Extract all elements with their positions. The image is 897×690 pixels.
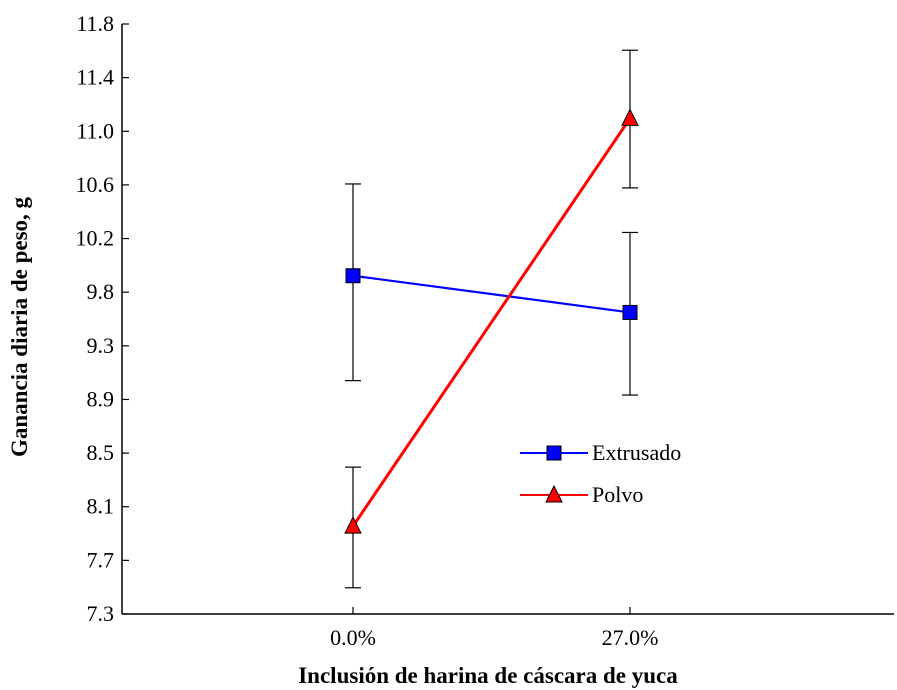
y-tick-label: 8.5 [87,440,115,465]
legend-marker [545,484,563,503]
y-tick-label: 9.3 [87,333,115,358]
y-tick-label: 8.1 [87,494,115,519]
series-extrusado [345,183,638,396]
series-line [351,117,632,527]
y-axis-ticks: 7.3 7.7 8.1 8.5 8.9 9.3 9.8 10.2 10.6 11.0 11.4 11.… [76,11,129,626]
series-line [352,274,631,314]
legend-item: Extrusado [520,440,681,465]
data-point [344,516,362,534]
y-tick-label: 10.6 [76,172,115,197]
legend: Extrusado Polvo [520,440,681,507]
data-point [621,108,639,126]
legend-label: Polvo [592,482,643,507]
x-axis-title: Inclusión de harina de cáscara de yuca [298,663,678,688]
x-axis-ticks: 0.0% 27.0% [330,607,658,650]
legend-label: Extrusado [592,440,681,465]
plot-area [344,49,639,589]
data-point [622,304,638,320]
axes [121,24,894,615]
legend-item: Polvo [520,482,643,507]
y-tick-label: 9.8 [87,279,115,304]
y-tick-label: 8.9 [87,386,115,411]
y-tick-label: 11.0 [76,118,114,143]
y-axis-title: Ganancia diaria de peso, g [7,196,32,457]
series-polvo [344,49,639,589]
y-tick-label: 10.2 [76,226,115,251]
y-tick-label: 7.7 [87,547,115,572]
y-tick-label: 11.4 [76,65,114,90]
x-tick-label: 0.0% [330,625,376,650]
y-tick-label: 11.8 [76,11,114,36]
data-point [345,268,361,284]
x-tick-label: 27.0% [602,625,659,650]
y-tick-label: 7.3 [87,601,115,626]
legend-marker [546,445,562,461]
